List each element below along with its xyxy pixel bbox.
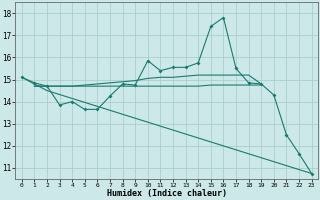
X-axis label: Humidex (Indice chaleur): Humidex (Indice chaleur) — [107, 189, 227, 198]
